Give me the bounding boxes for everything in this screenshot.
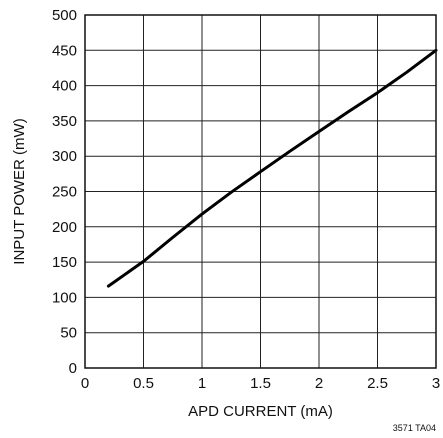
y-tick-label: 50 — [60, 325, 77, 342]
grid-lines — [84, 14, 437, 369]
figure-code: 3571 TA04 — [393, 423, 436, 433]
series-line — [106, 48, 438, 288]
x-tick-label: 0 — [81, 375, 89, 392]
x-tick-labels: 0 0.5 1 1.5 2 2.5 3 — [81, 375, 440, 392]
y-tick-label: 350 — [52, 113, 77, 130]
x-tick-label: 0.5 — [133, 375, 154, 392]
x-tick-label: 3 — [432, 375, 440, 392]
y-tick-label: 100 — [52, 289, 77, 306]
data-series — [106, 48, 438, 288]
y-axis-label: INPUT POWER (mW) — [11, 118, 28, 264]
x-tick-label: 2 — [315, 375, 323, 392]
plot-frame — [84, 14, 437, 369]
y-tick-label: 200 — [52, 219, 77, 236]
x-tick-label: 1 — [198, 375, 206, 392]
y-tick-label: 250 — [52, 184, 77, 201]
y-tick-label: 300 — [52, 148, 77, 165]
y-tick-label: 400 — [52, 78, 77, 95]
x-tick-label: 1.5 — [250, 375, 271, 392]
y-tick-label: 0 — [69, 360, 77, 377]
x-tick-label: 2.5 — [367, 375, 388, 392]
x-axis-label: APD CURRENT (mA) — [188, 403, 333, 420]
y-tick-label: 450 — [52, 42, 77, 59]
y-tick-labels: 0 50 100 150 200 250 300 350 400 450 500 — [52, 7, 77, 377]
y-tick-label: 150 — [52, 254, 77, 271]
y-tick-label: 500 — [52, 7, 77, 24]
